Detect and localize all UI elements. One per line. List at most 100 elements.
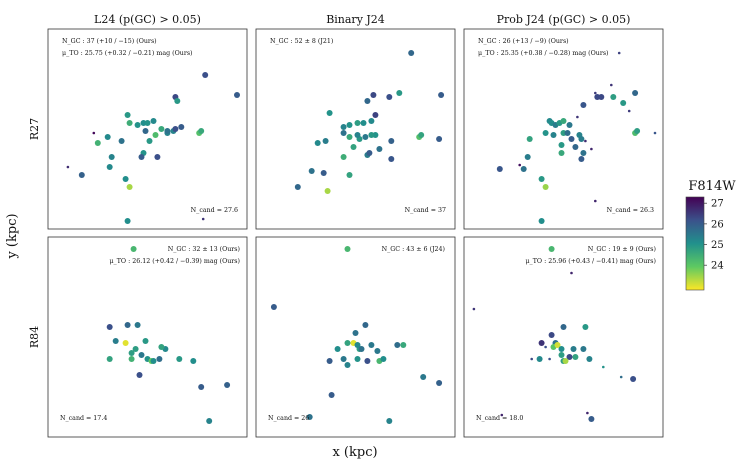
scatter-point [598,94,605,100]
scatter-point [354,120,361,126]
scatter-point [354,132,361,138]
column-title: L24 (p(GC) > 0.05) [94,13,201,26]
scatter-point [472,307,476,311]
scatter-point [538,176,545,182]
scatter-point [326,110,333,116]
scatter-point [178,124,185,130]
scatter-point [142,338,149,344]
scatter-point [572,354,579,360]
colorbar-ticks: 24 25 26 27 [704,199,724,272]
scatter-point [350,144,357,150]
scatter-point [602,365,605,369]
panel-frame [463,236,664,438]
scatter-point [128,356,135,362]
scatter-point [366,150,373,156]
scatter-point [126,184,133,190]
scatter-point [322,138,329,144]
scatter-point [530,357,533,361]
panel-frame [255,28,456,230]
scatter-point [634,128,641,134]
scatter-point [340,356,347,362]
scatter-point [436,136,443,142]
scatter-point [150,358,157,364]
scatter-point [620,100,627,106]
scatter-point [617,51,621,55]
panel-annotation: N_GC : 43 ± 6 (J24) [382,246,445,253]
scatter-point [619,375,623,379]
scatter-point [588,416,595,422]
scatter-point [294,184,301,190]
scatter-point [106,356,113,362]
scatter-point [372,112,379,118]
scatter-point [106,324,113,330]
scatter-point [346,122,353,128]
scatter-point [134,322,141,328]
scatter-point [346,134,353,140]
scatter-point [548,246,555,252]
scatter-point [364,358,371,364]
scatter-point [578,136,585,142]
scatter-point [580,102,587,108]
scatter-point [364,98,371,104]
scatter-point [374,348,381,354]
scatter-point [156,356,163,362]
scatter-point [590,147,593,151]
ncand-label: N_cand = 37 [405,207,446,214]
scatter-point [580,346,587,352]
scatter-point [106,164,113,170]
scatter-point [418,132,425,138]
scatter-point [344,362,351,368]
scatter-point [354,356,361,362]
scatter-panel: N_GC : 52 ± 8 (J21) N_cand = 37 [255,28,456,230]
scatter-point [344,246,351,252]
scatter-point [408,50,415,56]
scatter-point [386,94,393,100]
scatter-point [388,138,395,144]
scatter-point [562,358,569,364]
scatter-point [92,131,96,135]
scatter-point [172,126,179,132]
scatter-point [201,217,205,221]
row-label: R27 [28,118,41,140]
scatter-point [570,271,573,275]
scatter-point [224,382,231,388]
scatter-point [112,338,119,344]
scatter-point [560,324,567,330]
panel-annotation: μ_TO : 25.35 (+0.38 / −0.28) mag (Ours) [478,50,609,57]
scatter-point [362,134,369,140]
scatter-point [94,140,101,146]
scatter-point [130,246,137,252]
scatter-point [564,130,571,136]
scatter-point [352,330,359,336]
scatter-point [190,358,197,364]
scatter-point [136,372,143,378]
scatter-point [354,342,361,348]
scatter-point [554,342,561,348]
panel-frame [463,28,664,230]
panel-annotation: N_GC : 32 ± 13 (Ours) [168,246,240,253]
colorbar-tick-label: 27 [711,199,724,210]
colorbar-tick-label: 24 [711,261,724,272]
scatter-point [578,156,585,162]
scatter-panel: N_GC : 43 ± 6 (J24) N_cand = 26 [255,236,456,438]
panel-annotation: N_GC : 19 ± 9 (Ours) [588,246,656,253]
panel-annotation: μ_TO : 26.12 (+0.42 / −0.39) mag (Ours) [109,258,240,265]
scatter-point [526,136,533,142]
scatter-point [630,376,637,382]
scatter-point [518,163,521,167]
scatter-point [306,414,313,420]
scatter-point [202,72,209,78]
scatter-point [142,128,149,134]
panel-annotation: μ_TO : 25.96 (+0.43 / −0.41) mag (Ours) [525,258,656,265]
scatter-point [653,131,657,135]
scatter-point [126,120,133,126]
scatter-point [627,109,631,113]
scatter-point [576,115,579,119]
scatter-point [270,304,277,310]
colorbar-tick-label: 26 [711,219,724,230]
scatter-point [582,324,589,330]
scatter-point [550,132,557,138]
panel-frame [47,236,248,438]
scatter-point [520,166,527,172]
scatter-point [594,199,597,203]
